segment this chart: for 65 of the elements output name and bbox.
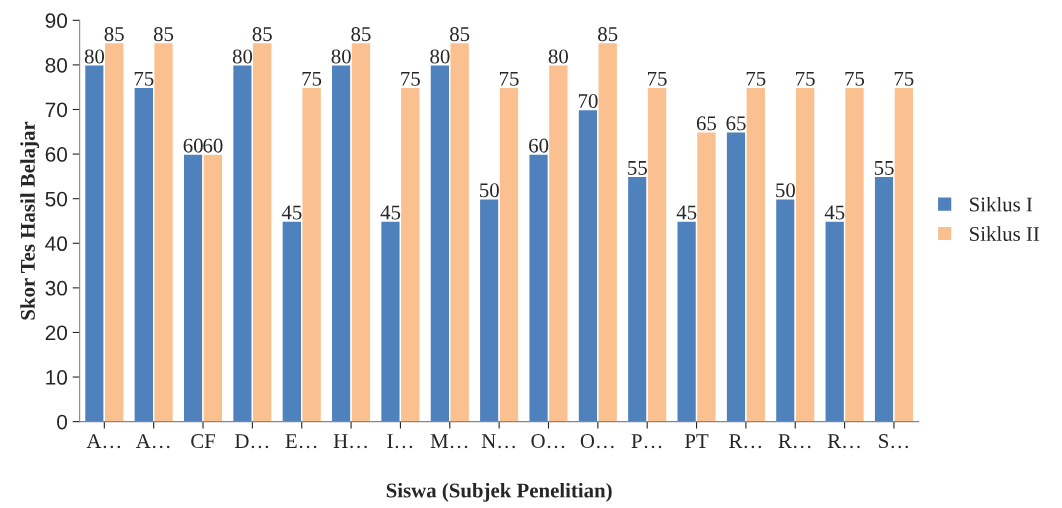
y-tick-label: 60 (45, 147, 68, 162)
data-label: 75 (845, 71, 865, 86)
y-tick-label: 80 (45, 57, 68, 73)
y-axis-title: Skor Tes Hasil Belajar (20, 121, 40, 320)
x-tick-label: R… (827, 434, 860, 449)
data-label: 85 (450, 27, 470, 42)
data-label: 75 (894, 71, 914, 86)
data-label: 80 (84, 49, 105, 64)
data-label: 80 (331, 49, 351, 64)
data-label: 50 (776, 183, 795, 198)
y-tick-label: 50 (45, 191, 68, 207)
legend-label: Siklus II (970, 226, 1040, 241)
data-label: 50 (480, 183, 499, 198)
x-tick-label: PT (684, 434, 709, 448)
data-label: 65 (696, 116, 717, 131)
data-label: 60 (203, 138, 223, 153)
x-tick-label: E… (285, 434, 317, 449)
x-tick-label: M… (430, 434, 468, 449)
x-tick-label: O… (580, 434, 614, 449)
data-label: 45 (824, 205, 845, 220)
data-label: 85 (252, 27, 272, 42)
data-label: 45 (676, 205, 697, 220)
y-tick-label: 20 (45, 325, 68, 341)
data-label: 85 (104, 27, 124, 42)
x-tick-label: I… (387, 434, 413, 449)
x-tick-label: A… (135, 434, 170, 449)
x-tick-label: R… (778, 434, 811, 449)
data-label: 75 (401, 71, 420, 86)
x-tick-label: O… (531, 434, 565, 449)
data-label: 60 (183, 138, 203, 153)
data-label: 75 (796, 71, 815, 86)
x-tick-label: R… (729, 434, 762, 449)
data-label: 45 (380, 205, 401, 220)
x-tick-label: N… (481, 434, 515, 449)
data-label: 85 (598, 27, 618, 42)
y-tick-label: 40 (45, 236, 68, 252)
x-tick-label: D… (235, 434, 269, 449)
data-label: 75 (746, 71, 766, 86)
data-label: 45 (281, 205, 302, 220)
y-tick-label: 10 (46, 370, 68, 385)
data-label: 65 (726, 116, 746, 131)
data-label: 80 (232, 49, 253, 64)
data-label: 85 (153, 27, 174, 42)
data-label: 85 (351, 27, 371, 42)
data-label: 55 (874, 161, 894, 175)
x-tick-label: A… (86, 434, 121, 449)
data-label: 75 (302, 71, 322, 86)
x-tick-label: CF (191, 434, 216, 449)
data-label: 55 (628, 161, 647, 175)
data-label: 75 (134, 71, 154, 86)
x-tick-label: P… (631, 434, 662, 449)
data-label: 75 (648, 71, 667, 86)
y-tick-label: 30 (45, 280, 68, 296)
data-label: 60 (529, 138, 549, 153)
y-tick-label: 90 (45, 13, 68, 29)
data-label: 75 (499, 71, 519, 86)
legend-label: Siklus I (970, 196, 1033, 212)
y-tick-label: 70 (45, 102, 68, 118)
data-label: 80 (548, 49, 568, 64)
x-axis-title: Siswa (Subjek Penelitian) (386, 482, 612, 502)
x-tick-label: H… (333, 434, 367, 449)
data-label: 80 (430, 49, 450, 64)
data-label: 70 (578, 93, 598, 109)
y-tick-label: 0 (57, 414, 68, 430)
x-tick-label: S… (879, 434, 908, 449)
